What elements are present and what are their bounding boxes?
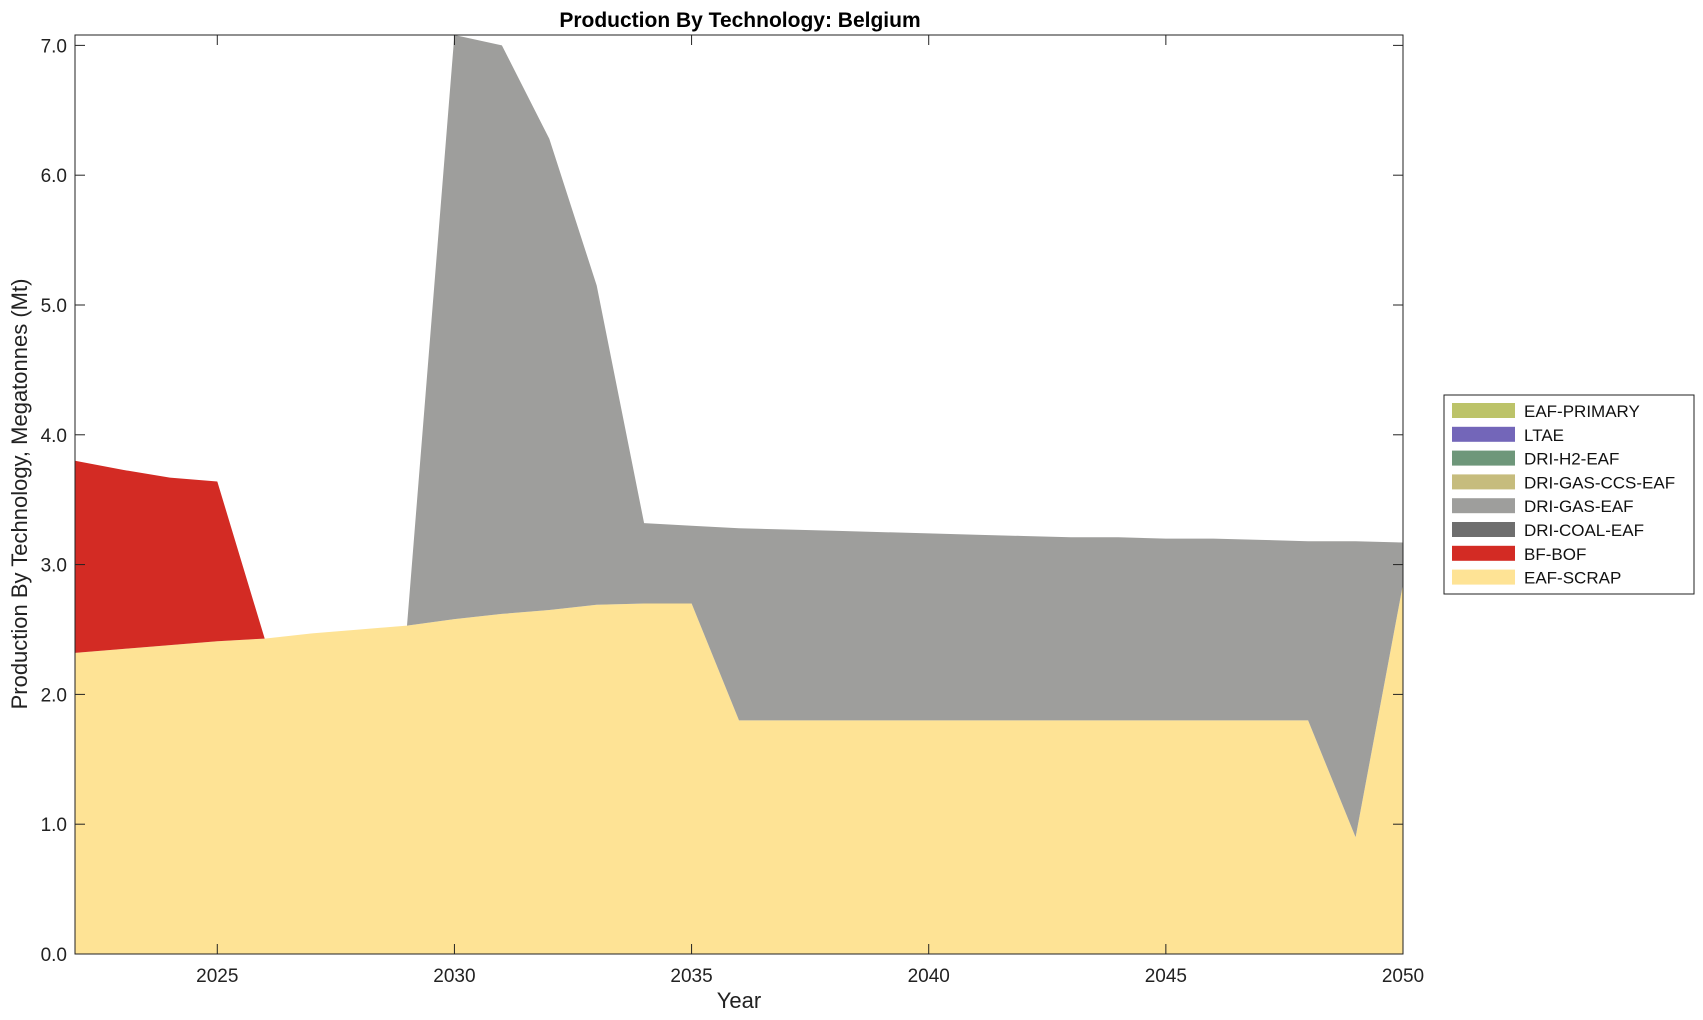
legend-label-dri-h2-eaf: DRI-H2-EAF — [1524, 450, 1619, 469]
legend-swatch-dri-coal-eaf — [1452, 522, 1515, 537]
area-series-eaf-scrap — [75, 584, 1403, 954]
legend-swatch-eaf-scrap — [1452, 569, 1515, 585]
x-tick-label: 2050 — [1382, 966, 1424, 987]
y-tick-label: 1.0 — [41, 815, 67, 836]
y-axis-ticks: 0.0 1.0 2.0 3.0 4.0 5.0 6.0 7.0 — [41, 36, 1403, 966]
x-axis-label: Year — [717, 988, 761, 1013]
y-axis-label: Production By Technology, Megatonnes (Mt… — [7, 279, 32, 710]
x-axis-ticks: 2025 2030 2035 2040 2045 2050 — [196, 35, 1424, 987]
legend-label-dri-gas-eaf: DRI-GAS-EAF — [1524, 497, 1634, 516]
y-tick-label: 2.0 — [41, 685, 67, 706]
y-tick-label: 3.0 — [41, 556, 67, 577]
legend-swatch-bf-bof — [1452, 545, 1515, 561]
y-tick-label: 7.0 — [41, 36, 67, 57]
plot-frame — [74, 34, 1404, 955]
y-tick-label: 0.0 — [41, 945, 67, 966]
legend-swatch-dri-h2-eaf — [1452, 450, 1515, 466]
legend-label-dri-coal-eaf: DRI-COAL-EAF — [1524, 521, 1644, 540]
area-series-bf-bof — [75, 460, 1403, 838]
plot-areas — [75, 35, 1403, 954]
legend-swatch-dri-gas-ccs-eaf — [1452, 474, 1515, 490]
legend-box — [1443, 394, 1695, 595]
legend-items: EAF-PRIMARY LTAE DRI-H2-EAF DRI-GAS-CCS-EAF… — [1452, 402, 1675, 588]
legend-label-eaf-primary: EAF-PRIMARY — [1524, 402, 1640, 421]
legend-swatch-dri-gas-eaf — [1452, 498, 1515, 514]
x-tick-label: 2025 — [196, 966, 238, 987]
legend: EAF-PRIMARY LTAE DRI-H2-EAF DRI-GAS-CCS-EAF… — [1443, 394, 1695, 595]
legend-label-eaf-scrap: EAF-SCRAP — [1524, 569, 1621, 588]
legend-label-dri-gas-ccs-eaf: DRI-GAS-CCS-EAF — [1524, 473, 1675, 492]
x-tick-label: 2035 — [670, 966, 712, 987]
y-tick-label: 4.0 — [41, 426, 67, 447]
y-tick-label: 6.0 — [41, 166, 67, 187]
legend-swatch-ltae — [1452, 426, 1515, 442]
legend-label-bf-bof: BF-BOF — [1524, 545, 1586, 564]
x-tick-label: 2040 — [908, 966, 950, 987]
x-tick-label: 2045 — [1145, 966, 1187, 987]
x-tick-label: 2030 — [433, 966, 475, 987]
legend-label-ltae: LTAE — [1524, 426, 1564, 445]
y-tick-label: 5.0 — [41, 296, 67, 317]
chart-title: Production By Technology: Belgium — [559, 9, 920, 32]
area-series-dri-gas-eaf — [75, 35, 1403, 838]
legend-swatch-eaf-primary — [1452, 403, 1515, 418]
